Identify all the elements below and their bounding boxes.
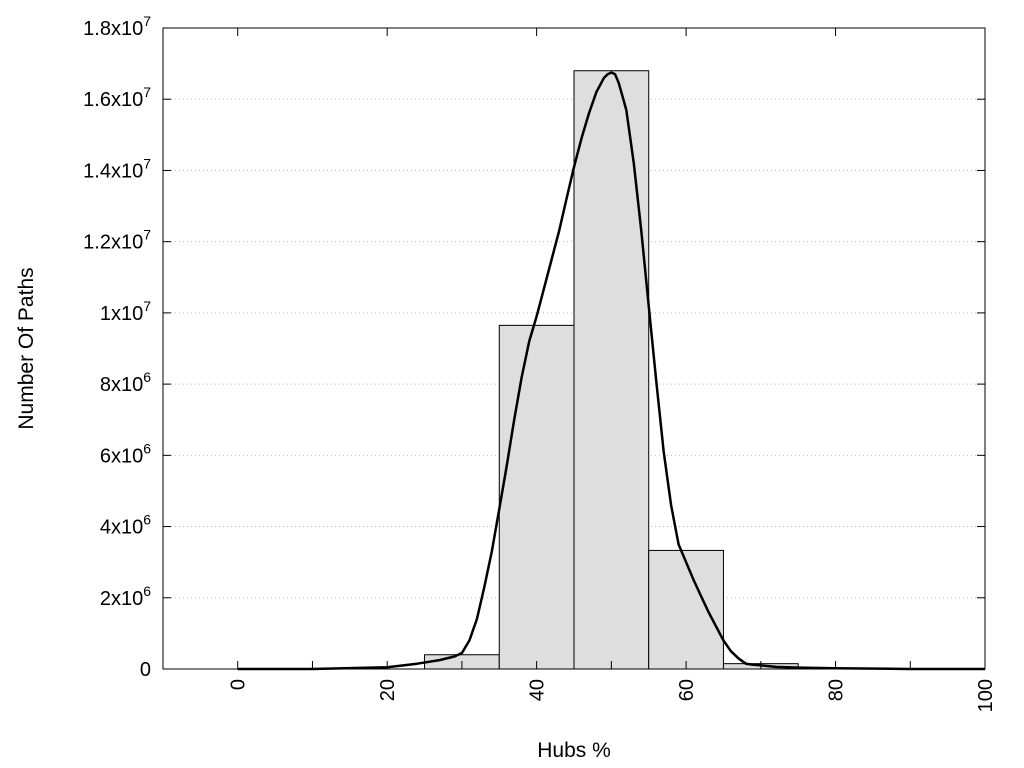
x-tick-label: 60 — [676, 679, 698, 701]
y-tick-label: 2x106 — [100, 583, 151, 610]
plot-frame — [162, 27, 986, 670]
y-tick-exponent: 6 — [143, 440, 151, 456]
x-tick-label: 80 — [826, 679, 848, 701]
y-axis-ticks: 02x1064x1066x1068x1061x1071.2x1071.4x107… — [83, 13, 985, 681]
y-axis-title: Number Of Paths — [15, 267, 38, 429]
y-tick-label: 1.8x107 — [83, 13, 151, 40]
histogram-bar — [498, 324, 575, 670]
y-tick-exponent: 7 — [143, 84, 151, 100]
x-tick-label: 0 — [228, 679, 250, 690]
x-tick-label: 40 — [527, 679, 549, 701]
y-tick-mantissa: 1.2x10 — [83, 232, 143, 254]
y-tick-mantissa: 2x10 — [100, 588, 143, 610]
x-axis-ticks: 0 20 40 60 80 100 — [162, 28, 997, 712]
x-tick-label: 100 — [975, 679, 997, 712]
y-tick-mantissa: 6x10 — [100, 445, 143, 467]
y-tick-mantissa: 1.4x10 — [83, 160, 143, 182]
fitted-curve — [237, 71, 985, 671]
y-tick-label: 1.6x107 — [83, 84, 151, 111]
grid-lines — [163, 98, 985, 599]
y-tick-mantissa: 1.6x10 — [83, 89, 143, 111]
y-tick-mantissa: 1x10 — [100, 303, 143, 325]
y-tick-mantissa: 8x10 — [100, 374, 143, 396]
y-tick-label: 1.4x107 — [83, 155, 151, 182]
y-tick-label: 1x107 — [100, 298, 151, 325]
y-tick-label: 6x106 — [100, 440, 151, 467]
y-tick-exponent: 7 — [143, 13, 151, 29]
y-tick-exponent: 6 — [143, 369, 151, 385]
y-tick-exponent: 6 — [143, 583, 151, 599]
histogram-bars — [424, 70, 799, 670]
y-tick-exponent: 7 — [143, 155, 151, 171]
y-tick-exponent: 6 — [143, 512, 151, 528]
y-tick-exponent: 7 — [143, 227, 151, 243]
histogram-bar — [648, 549, 724, 670]
y-tick-label: 0 — [140, 659, 151, 681]
y-tick-label: 1.2x107 — [83, 227, 151, 254]
y-tick-label: 8x106 — [100, 369, 151, 396]
y-tick-mantissa: 4x10 — [100, 517, 143, 539]
y-tick-exponent: 7 — [143, 298, 151, 314]
x-tick-label: 20 — [377, 679, 399, 701]
histogram-bar — [573, 70, 650, 670]
y-tick-mantissa: 1.8x10 — [83, 18, 143, 40]
curve-line — [237, 71, 985, 671]
x-axis-title: Hubs % — [537, 739, 611, 762]
y-tick-label: 4x106 — [100, 512, 151, 539]
y-tick-mantissa: 0 — [140, 659, 151, 681]
